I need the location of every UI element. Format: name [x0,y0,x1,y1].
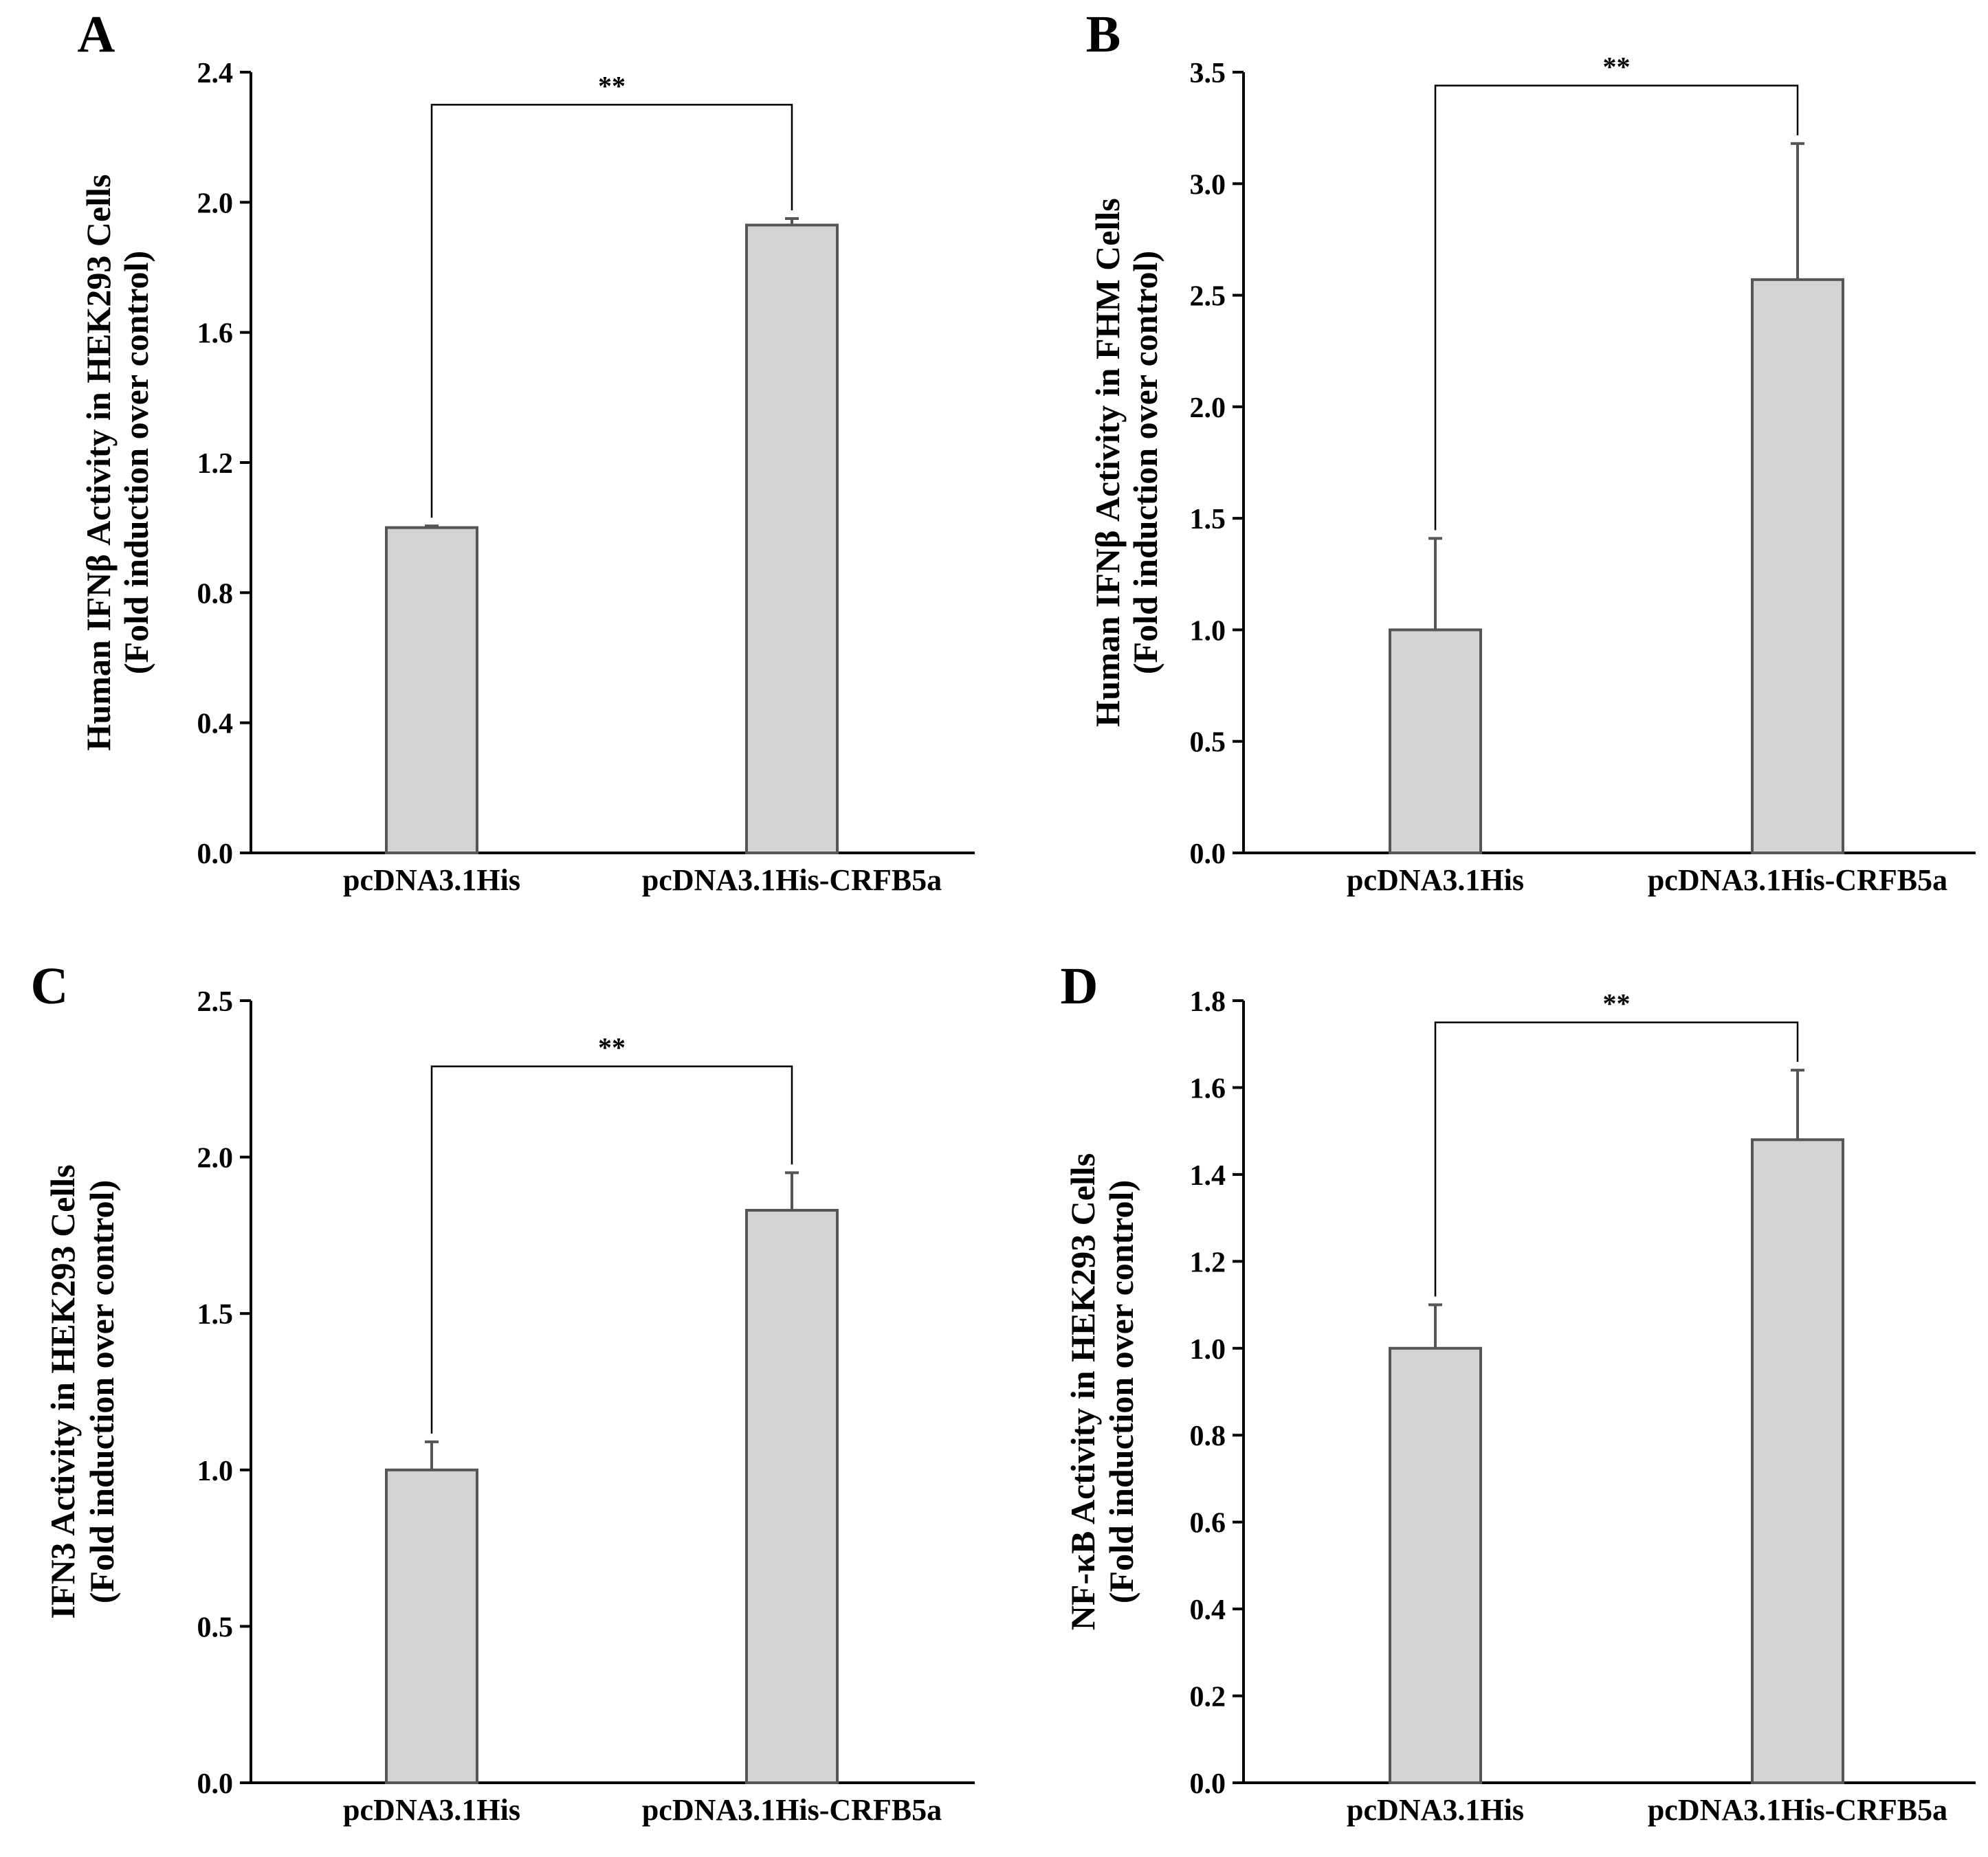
y-tick-label: 0.2 [1190,1682,1226,1713]
y-axis-title: (Fold induction over control) [1126,251,1164,674]
x-tick-label: pcDNA3.1His-CRFB5a [642,1793,942,1827]
significance-label: ** [1603,51,1631,82]
panel-label: A [78,5,115,63]
y-tick-label: 1.6 [197,318,234,350]
bar [745,223,839,854]
significance-bracket [430,1065,793,1434]
x-tick-label: pcDNA3.1His [343,1793,520,1827]
y-tick-label: 0.0 [1190,838,1226,870]
y-tick-label: 2.0 [197,1143,234,1175]
significance-label: ** [1603,988,1631,1019]
y-tick-label: 1.2 [1190,1247,1226,1278]
bar [1389,628,1482,855]
y-tick-label: 1.0 [1190,1334,1226,1366]
panel-label: C [31,957,69,1015]
y-tick-label: 3.5 [1190,58,1226,89]
y-tick-label: 2.5 [1190,281,1226,313]
y-tick-label: 0.4 [197,709,234,740]
panel-label: D [1061,957,1098,1015]
x-tick-label: pcDNA3.1His-CRFB5a [642,863,942,897]
y-tick-label: 0.8 [1190,1421,1226,1452]
y-axis-title: (Fold induction over control) [1102,1180,1140,1603]
chart-panel-a: A 0.0 0.4 0.8 1.2 1.6 2.0 2.4 Human IFNβ Activit… [78,5,975,897]
significance-bracket [430,104,793,518]
y-tick-label: 2.0 [1190,392,1226,424]
y-tick-label: 0.0 [197,1768,234,1800]
y-tick-label: 0.0 [197,838,234,870]
significance-bracket [1434,85,1799,531]
y-tick-label: 2.4 [197,58,234,89]
y-tick-label: 2.0 [197,188,234,219]
chart-panel-b: B 0.0 0.5 1.0 1.5 2.0 2.5 3.0 3.5 Human IFNβ Acti… [1086,5,1976,897]
x-tick-label: pcDNA3.1His [1347,863,1524,897]
y-tick-label: 1.0 [197,1456,234,1487]
y-tick-label: 2.5 [197,986,234,1018]
bar [1751,278,1844,854]
y-axis-title: (Fold induction over control) [82,1180,121,1603]
x-tick-label: pcDNA3.1His-CRFB5a [1648,1793,1947,1827]
chart-panel-d: D 0.0 0.2 0.4 0.6 0.8 1.0 1.2 1.4 1.6 1.8 NF-κB Act… [1061,957,1976,1827]
significance-label: ** [598,70,626,101]
bar [745,1208,839,1784]
y-tick-label: 0.4 [1190,1594,1226,1626]
y-tick-label: 1.5 [197,1299,234,1331]
bar [385,1468,478,1785]
y-tick-label: 0.8 [197,578,234,610]
y-tick-label: 1.6 [1190,1073,1226,1104]
chart-panel-c: C 0.0 0.5 1.0 1.5 2.0 2.5 IFN3 Activity in HEK2… [31,957,975,1827]
y-tick-label: 1.5 [1190,504,1226,535]
y-tick-label: 0.5 [1190,727,1226,759]
x-tick-label: pcDNA3.1His [343,863,520,897]
x-tick-label: pcDNA3.1His [1347,1793,1524,1827]
bar [1751,1138,1844,1785]
panel-label: B [1086,5,1121,63]
y-tick-label: 0.0 [1190,1768,1226,1800]
y-tick-label: 0.5 [197,1612,234,1643]
x-tick-label: pcDNA3.1His-CRFB5a [1648,863,1947,897]
y-tick-label: 0.6 [1190,1508,1226,1539]
y-axis-title: Human IFNβ Activity in HEK293 Cells [79,175,118,751]
y-axis-title: IFN3 Activity in HEK293 Cells [43,1164,82,1619]
y-tick-label: 1.8 [1190,986,1226,1018]
bar [1389,1346,1482,1785]
y-axis-title: NF-κB Activity in HEK293 Cells [1063,1153,1102,1630]
significance-label: ** [598,1032,626,1063]
y-tick-label: 1.2 [197,448,234,480]
bar [385,526,478,855]
y-tick-label: 3.0 [1190,169,1226,201]
y-axis-title: (Fold induction over control) [117,251,155,674]
significance-bracket [1434,1021,1799,1297]
y-tick-label: 1.4 [1190,1160,1226,1192]
y-axis-title: Human IFNβ Activity in FHM Cells [1088,198,1127,726]
y-tick-label: 1.0 [1190,615,1226,647]
